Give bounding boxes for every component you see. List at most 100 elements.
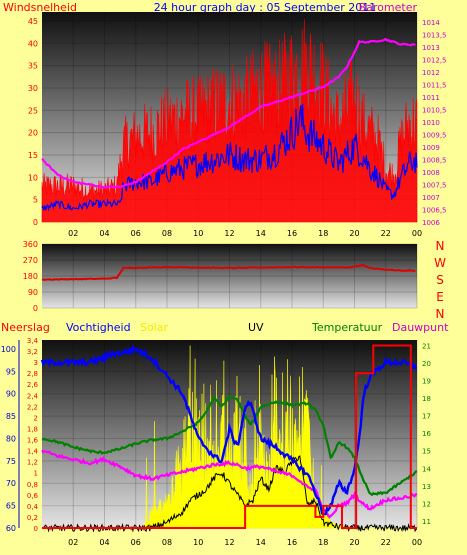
x-tick-label: 18 (318, 229, 328, 238)
x-tick-label: 02 (68, 538, 78, 547)
rain-tick-label: 1,8 (27, 425, 38, 433)
x-tick-label: 22 (381, 538, 391, 547)
rain-tick-label: 2,4 (27, 392, 39, 400)
top-header: Windsnelheid 24 hour graph day : 05 Sept… (3, 1, 417, 14)
barometer-tick-label: 1013,5 (422, 32, 447, 40)
barometer-tick-label: 1007 (422, 194, 440, 202)
x-tick-label: 16 (287, 538, 297, 547)
wind-tick-label: 15 (28, 151, 38, 160)
x-tick-label: 04 (99, 538, 109, 547)
rain-label: Neerslag (1, 321, 50, 334)
compass-label: W (434, 256, 446, 270)
rain-tick-label: 0,4 (27, 503, 39, 511)
temperature-tick-label: 14 (422, 465, 431, 473)
panel-wind-series (41, 19, 418, 223)
humidity-axis-ticks: 60 65 70 75 80 85 90 95 100 (1, 340, 20, 533)
barometer-axis-ticks: 1006 1006,5 1007 1007,5 1008 1008,5 1009 1009,5… (422, 19, 447, 227)
wind-tick-label: 10 (28, 173, 38, 182)
temperature-tick-label: 13 (422, 483, 431, 491)
panel-direction-bg (42, 244, 417, 308)
panel-climate-series (40, 344, 418, 533)
direction-tick-label: 180 (23, 272, 38, 281)
rain-tick-label: 2,6 (27, 381, 39, 389)
rain-tick-label: 2,8 (27, 370, 38, 378)
temperature-tick-label: 12 (422, 500, 431, 508)
temperature-tick-label: 16 (422, 430, 431, 438)
dewpoint-label: Dauwpunt (392, 321, 449, 334)
x-tick-label: 20 (349, 538, 359, 547)
temperature-axis-ticks: 11 12 13 14 15 16 17 18 19 20 21 (422, 342, 431, 526)
direction-tick-label: 0 (33, 304, 38, 313)
barometer-tick-label: 1008,5 (422, 157, 447, 165)
barometer-tick-label: 1011,5 (422, 82, 447, 90)
panel-direction-grid (42, 243, 418, 309)
x-tick-label: 12 (224, 538, 234, 547)
rain-tick-label: 3,4 (27, 337, 39, 345)
humidity-tick-label: 60 (6, 524, 16, 533)
x-tick-label: 06 (131, 229, 141, 238)
temperature-series (41, 394, 418, 497)
wind-tick-label: 20 (28, 129, 38, 138)
wind-tick-label: 30 (28, 84, 38, 93)
rain-tick-label: 3 (34, 359, 38, 367)
direction-tick-label: 270 (23, 256, 38, 265)
barometer-tick-label: 1008 (422, 169, 440, 177)
compass-label: E (436, 290, 444, 304)
panel-wind-x-ticks: 02 04 06 08 10 12 14 16 18 20 22 00 (68, 229, 422, 238)
temperature-tick-label: 20 (422, 360, 431, 368)
barometer-tick-label: 1014 (422, 19, 440, 27)
barometer-series (41, 37, 416, 189)
wind-tick-label: 45 (28, 17, 38, 26)
panel-climate-grid (42, 340, 418, 529)
x-tick-label: 08 (162, 538, 172, 547)
x-tick-label: 16 (287, 229, 297, 238)
uv-label: UV (248, 321, 264, 334)
barometer-tick-label: 1006 (422, 219, 440, 227)
direction-tick-label: 90 (28, 288, 38, 297)
panel-direction-series (41, 264, 416, 281)
x-tick-label: 20 (349, 229, 359, 238)
rain-tick-label: 0 (34, 525, 38, 533)
rain-tick-label: 0,6 (27, 492, 39, 500)
wind-average-series (41, 104, 418, 212)
barometer-tick-label: 1007,5 (422, 182, 447, 190)
x-tick-label: 10 (193, 538, 203, 547)
rain-tick-label: 1,6 (27, 437, 39, 445)
temperature-tick-label: 19 (422, 377, 431, 385)
humidity-tick-label: 80 (6, 434, 16, 443)
header-title: 24 hour graph day : 05 September 2011 (154, 1, 377, 14)
panel-climate-x-ticks: 02 04 06 08 10 12 14 16 18 20 22 00 (68, 538, 422, 547)
rain-tick-label: 2 (34, 414, 38, 422)
rain-axis-ticks: 0 0,2 0,4 0,6 0,8 1 1,2 1,4 1,6 1,8 2 2,2 2,4 2,6 2,8 3… (27, 337, 39, 533)
compass-label: N (436, 307, 445, 321)
humidity-tick-label: 70 (6, 479, 16, 488)
x-tick-label: 00 (412, 229, 422, 238)
x-tick-label: 22 (381, 229, 391, 238)
x-tick-label: 10 (193, 229, 203, 238)
solar-label: Solar (140, 321, 169, 334)
barometer-tick-label: 1009,5 (422, 132, 447, 140)
temperature-label: Temperatuur (311, 321, 383, 334)
temperature-tick-label: 11 (422, 518, 431, 526)
barometer-tick-label: 1011 (422, 94, 440, 102)
rain-tick-label: 1 (34, 470, 38, 478)
barometer-tick-label: 1010,5 (422, 107, 447, 115)
wind-tick-label: 35 (28, 62, 38, 71)
wind-tick-label: 40 (28, 39, 38, 48)
header-barometer-label: Barometer (359, 1, 418, 14)
wind-gust-series (41, 19, 418, 223)
panel-climate: 0 0,2 0,4 0,6 0,8 1 1,2 1,4 1,6 1,8 2 2,2 2,4 2,6 2,8 3… (1, 337, 432, 547)
rain-tick-label: 3,2 (27, 348, 38, 356)
rain-tick-label: 0,2 (27, 514, 38, 522)
x-tick-label: 14 (256, 229, 266, 238)
rain-tick-label: 0,8 (27, 481, 38, 489)
header-wind-label: Windsnelheid (3, 1, 77, 14)
rain-tick-label: 2,2 (27, 403, 38, 411)
barometer-tick-label: 1013 (422, 44, 440, 52)
wind-tick-label: 0 (33, 218, 38, 227)
barometer-tick-label: 1012,5 (422, 57, 447, 65)
humidity-tick-label: 90 (6, 390, 16, 399)
